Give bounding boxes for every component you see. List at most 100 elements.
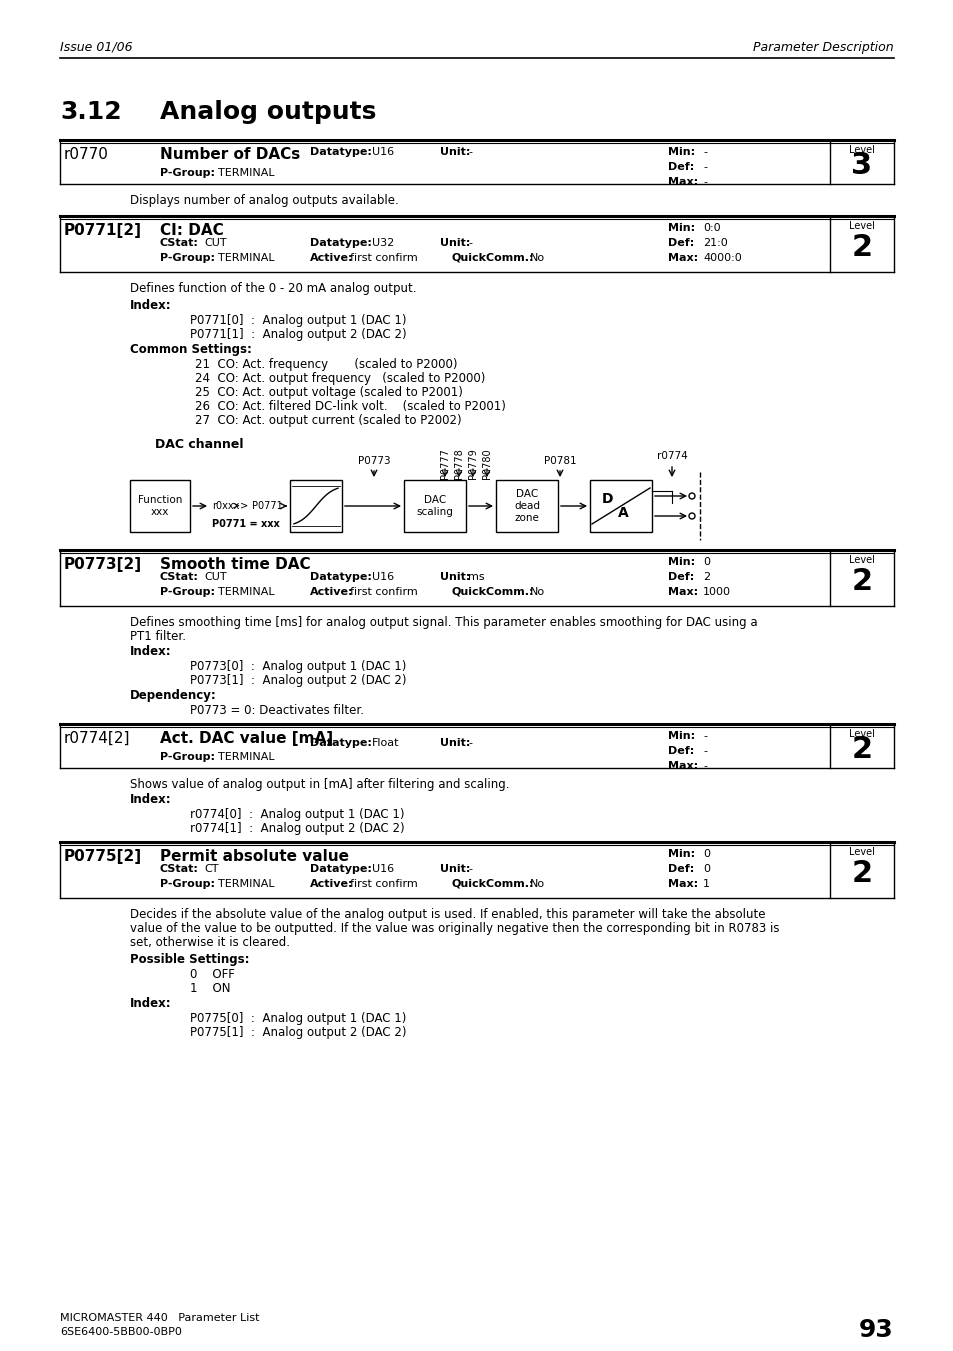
Text: No: No <box>530 253 544 263</box>
Text: Index:: Index: <box>130 644 172 658</box>
Text: Float: Float <box>372 738 399 748</box>
Text: Def:: Def: <box>667 162 694 172</box>
Text: 4000:0: 4000:0 <box>702 253 741 263</box>
Text: Min:: Min: <box>667 848 695 859</box>
Text: -: - <box>702 761 706 771</box>
Text: Min:: Min: <box>667 557 695 567</box>
Text: Number of DACs: Number of DACs <box>160 147 300 162</box>
Text: Smooth time DAC: Smooth time DAC <box>160 557 311 571</box>
Text: Def:: Def: <box>667 238 694 249</box>
Text: Min:: Min: <box>667 223 695 232</box>
Text: 0: 0 <box>702 848 709 859</box>
Text: -: - <box>702 162 706 172</box>
Text: Shows value of analog output in [mA] after filtering and scaling.: Shows value of analog output in [mA] aft… <box>130 778 509 790</box>
Text: P0773[0]  :  Analog output 1 (DAC 1): P0773[0] : Analog output 1 (DAC 1) <box>190 661 406 673</box>
Text: 93: 93 <box>859 1319 893 1342</box>
Text: 3: 3 <box>850 151 872 181</box>
Text: TERMINAL: TERMINAL <box>218 586 274 597</box>
Text: TERMINAL: TERMINAL <box>218 253 274 263</box>
Text: Datatype:: Datatype: <box>310 147 372 157</box>
Text: Parameter Description: Parameter Description <box>753 41 893 54</box>
Text: QuickComm.:: QuickComm.: <box>452 880 534 889</box>
Text: P0778: P0778 <box>454 449 463 478</box>
Text: 2: 2 <box>850 735 872 765</box>
Text: -: - <box>702 731 706 740</box>
Text: U16: U16 <box>372 571 394 582</box>
Text: Index:: Index: <box>130 997 172 1011</box>
Text: Defines function of the 0 - 20 mA analog output.: Defines function of the 0 - 20 mA analog… <box>130 282 416 295</box>
Text: DAC channel: DAC channel <box>154 438 243 451</box>
Text: Level: Level <box>848 145 874 155</box>
Text: Displays number of analog outputs available.: Displays number of analog outputs availa… <box>130 195 398 207</box>
Text: 1    ON: 1 ON <box>190 982 231 994</box>
Text: Issue 01/06: Issue 01/06 <box>60 41 132 54</box>
Text: Max:: Max: <box>667 761 698 771</box>
Text: P0771[2]: P0771[2] <box>64 223 142 238</box>
Text: Decides if the absolute value of the analog output is used. If enabled, this par: Decides if the absolute value of the ana… <box>130 908 764 921</box>
Text: CStat:: CStat: <box>160 238 198 249</box>
Text: Active:: Active: <box>310 253 354 263</box>
Text: first confirm: first confirm <box>350 586 417 597</box>
Text: P0779: P0779 <box>468 449 477 478</box>
Text: 3.12: 3.12 <box>60 100 121 124</box>
Text: P0773[2]: P0773[2] <box>64 557 142 571</box>
Text: P-Group:: P-Group: <box>160 753 214 762</box>
Text: Function
xxx: Function xxx <box>137 496 182 517</box>
Text: Min:: Min: <box>667 147 695 157</box>
Text: No: No <box>530 586 544 597</box>
Text: PT1 filter.: PT1 filter. <box>130 630 186 643</box>
Text: TERMINAL: TERMINAL <box>218 753 274 762</box>
Text: 26  CO: Act. filtered DC-link volt.    (scaled to P2001): 26 CO: Act. filtered DC-link volt. (scal… <box>194 400 505 413</box>
Text: Level: Level <box>848 847 874 857</box>
Text: 2: 2 <box>702 571 709 582</box>
Text: D: D <box>601 492 613 507</box>
Bar <box>290 480 341 532</box>
Text: Common Settings:: Common Settings: <box>130 343 252 357</box>
Text: QuickComm.:: QuickComm.: <box>452 586 534 597</box>
Text: P0773 = 0: Deactivates filter.: P0773 = 0: Deactivates filter. <box>190 704 364 717</box>
Text: P0773: P0773 <box>357 457 390 466</box>
Text: A: A <box>618 507 628 520</box>
Text: U16: U16 <box>372 147 394 157</box>
Text: Min:: Min: <box>667 731 695 740</box>
Text: CUT: CUT <box>204 238 227 249</box>
Text: -: - <box>702 177 706 186</box>
Text: Max:: Max: <box>667 177 698 186</box>
Text: Max:: Max: <box>667 253 698 263</box>
Text: Permit absolute value: Permit absolute value <box>160 848 349 865</box>
Text: TERMINAL: TERMINAL <box>218 880 274 889</box>
Text: 2: 2 <box>850 567 872 597</box>
Text: P-Group:: P-Group: <box>160 168 214 178</box>
Text: 1000: 1000 <box>702 586 730 597</box>
Text: P0771[0]  :  Analog output 1 (DAC 1): P0771[0] : Analog output 1 (DAC 1) <box>190 313 406 327</box>
Text: P0771: P0771 <box>252 501 282 511</box>
Text: Def:: Def: <box>667 746 694 757</box>
Text: r0774[2]: r0774[2] <box>64 731 131 746</box>
Text: P-Group:: P-Group: <box>160 586 214 597</box>
Text: Act. DAC value [mA]: Act. DAC value [mA] <box>160 731 333 746</box>
Text: 0: 0 <box>702 865 709 874</box>
Text: 0: 0 <box>702 557 709 567</box>
Text: Analog outputs: Analog outputs <box>160 100 376 124</box>
Text: 0    OFF: 0 OFF <box>190 969 234 981</box>
Text: Level: Level <box>848 730 874 739</box>
Text: Def:: Def: <box>667 571 694 582</box>
Text: P0771 = xxx: P0771 = xxx <box>212 519 279 530</box>
Text: r0xxx: r0xxx <box>212 501 239 511</box>
Text: CT: CT <box>204 865 218 874</box>
Text: ms: ms <box>468 571 484 582</box>
Text: CStat:: CStat: <box>160 571 198 582</box>
Text: Defines smoothing time [ms] for analog output signal. This parameter enables smo: Defines smoothing time [ms] for analog o… <box>130 616 757 630</box>
Text: P-Group:: P-Group: <box>160 880 214 889</box>
Text: Index:: Index: <box>130 793 172 807</box>
Text: Max:: Max: <box>667 586 698 597</box>
Text: P0777: P0777 <box>439 449 450 478</box>
Text: r0774: r0774 <box>656 451 687 461</box>
Text: -: - <box>468 147 472 157</box>
Text: 27  CO: Act. output current (scaled to P2002): 27 CO: Act. output current (scaled to P2… <box>194 413 461 427</box>
Text: P0775[2]: P0775[2] <box>64 848 142 865</box>
Text: first confirm: first confirm <box>350 880 417 889</box>
Bar <box>496 480 558 532</box>
Text: Unit:: Unit: <box>439 238 470 249</box>
Text: >>: >> <box>232 501 248 511</box>
